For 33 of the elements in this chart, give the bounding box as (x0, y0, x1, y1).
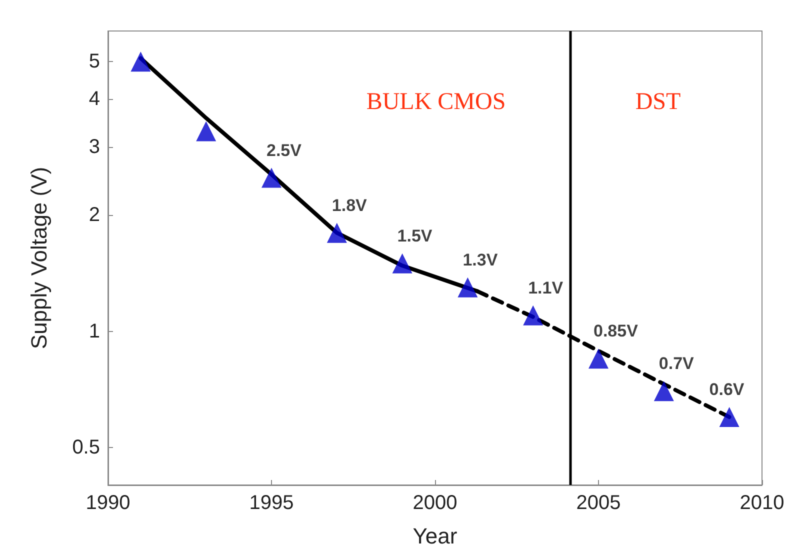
point (326, 222, 347, 243)
data-label: 0.6V (709, 380, 745, 400)
point (130, 52, 151, 72)
point (262, 168, 282, 188)
x-tick-label: 2000 (412, 492, 458, 514)
point (523, 305, 544, 326)
point (654, 381, 674, 402)
point (719, 407, 740, 428)
y-tick-label: 2 (88, 204, 100, 226)
annotation: BULK CMOS (366, 89, 506, 115)
data-label: 2.5V (266, 140, 302, 160)
annotation: DST (635, 89, 682, 115)
x-tick-label: 2010 (740, 492, 784, 514)
y-tick-label: 4 (88, 88, 100, 110)
data-label: 0.85V (594, 322, 639, 341)
data-label: 1.3V (462, 250, 498, 270)
y-tick-label: 5 (88, 50, 100, 73)
y-axis-title: Supply Voltage (V) (26, 166, 52, 350)
point (392, 253, 412, 274)
point (458, 277, 478, 298)
data-label: 1.8V (332, 196, 368, 215)
y-tick-label: 1 (88, 320, 100, 342)
data-label: 1.5V (397, 226, 433, 246)
point (588, 348, 608, 369)
point (196, 121, 216, 142)
x-tick-label: 1995 (249, 492, 294, 514)
y-tick-label: 0.5 (72, 436, 100, 459)
x-tick-label: 1990 (86, 492, 130, 514)
x-tick-label: 2005 (576, 492, 621, 514)
y-tick-label: 3 (88, 136, 100, 158)
x-axis-title: Year (412, 524, 458, 548)
data-label: 1.1V (528, 278, 564, 298)
data-label: 0.7V (658, 354, 695, 374)
